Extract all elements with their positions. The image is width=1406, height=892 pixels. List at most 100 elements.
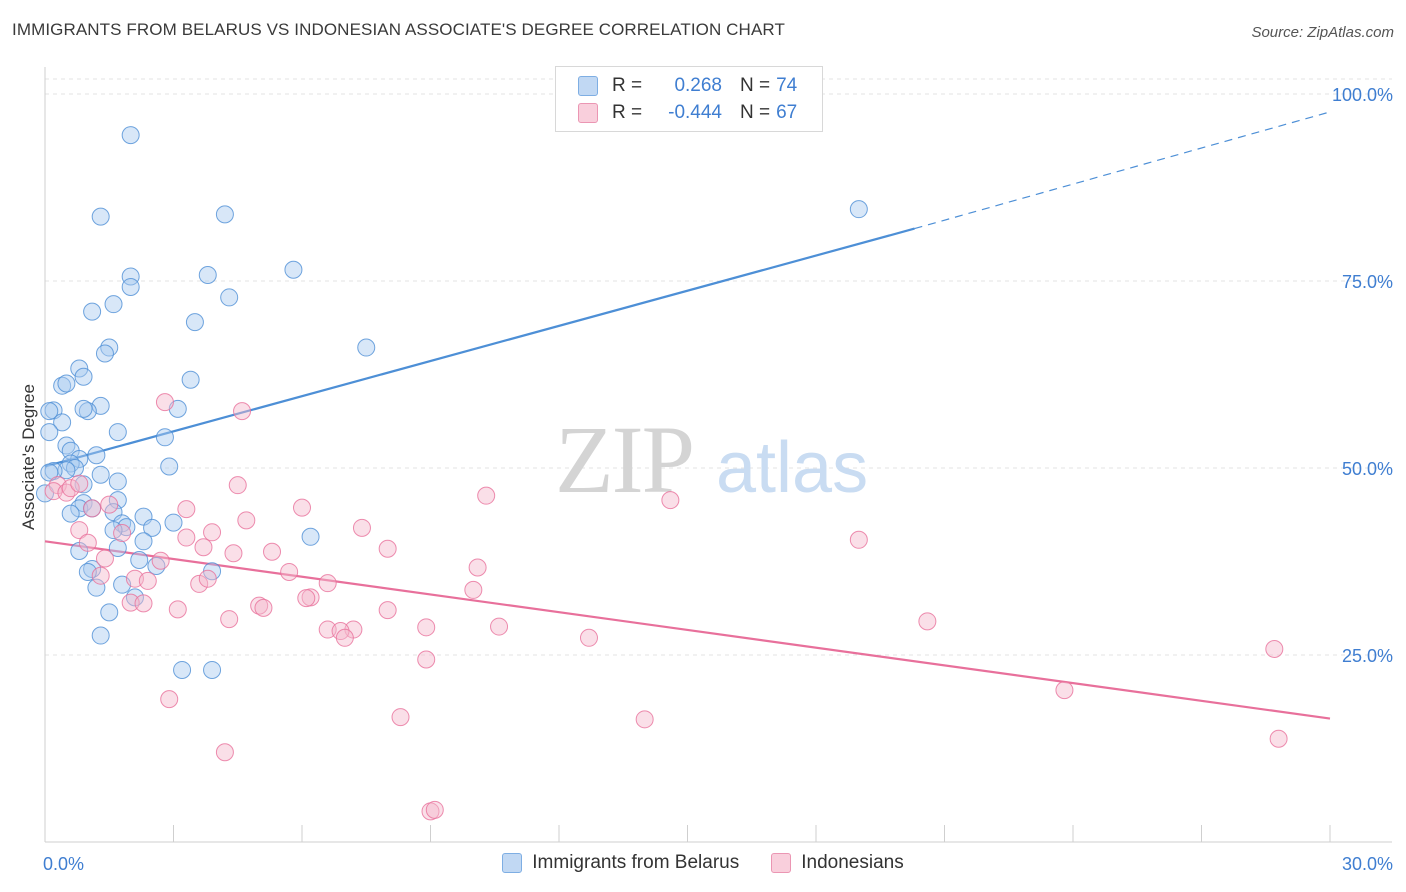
point-indonesians: [425, 800, 444, 819]
point-belarus: [181, 370, 200, 389]
point-indonesians: [138, 571, 157, 590]
point-indonesians: [280, 562, 299, 581]
legend-item-indonesians[interactable]: Indonesians: [771, 852, 904, 874]
point-belarus: [95, 344, 114, 363]
point-belarus: [100, 603, 119, 622]
point-indonesians: [297, 589, 316, 608]
point-belarus: [40, 423, 59, 442]
point-indonesians: [378, 539, 397, 558]
point-indonesians: [293, 498, 311, 517]
point-belarus: [849, 200, 868, 219]
point-indonesians: [490, 617, 509, 636]
point-indonesians: [352, 518, 371, 537]
point-indonesians: [190, 574, 209, 593]
point-belarus: [134, 532, 153, 551]
point-belarus: [40, 402, 59, 421]
tick-labels: 25.0% 50.0% 75.0% 100.0% 0.0% 30.0%: [43, 85, 1393, 874]
point-belarus: [164, 513, 183, 532]
point-indonesians: [61, 479, 80, 498]
point-belarus: [87, 578, 106, 597]
point-belarus: [74, 399, 93, 418]
point-indonesians: [335, 628, 354, 647]
axes: [44, 67, 1392, 843]
point-belarus: [57, 374, 76, 393]
legend-swatch-pink: [578, 103, 598, 123]
point-indonesians: [220, 610, 239, 629]
point-belarus: [198, 265, 217, 284]
point-indonesians: [1265, 640, 1284, 659]
point-indonesians: [194, 538, 213, 557]
point-indonesians: [228, 476, 247, 495]
point-indonesians: [198, 569, 217, 588]
legend-row-indonesians: R = -0.444 N = 67: [578, 100, 797, 126]
legend-swatch-pink: [771, 853, 792, 873]
point-belarus: [143, 518, 162, 537]
point-indonesians: [661, 491, 680, 510]
point-indonesians: [100, 495, 119, 514]
y-tick-label: 25.0%: [1342, 646, 1393, 666]
point-indonesians: [151, 551, 170, 570]
legend-item-belarus[interactable]: Immigrants from Belarus: [502, 852, 739, 874]
point-belarus: [160, 457, 179, 476]
point-belarus: [203, 660, 222, 679]
point-indonesians: [215, 743, 234, 762]
point-belarus: [104, 295, 123, 314]
point-belarus: [215, 205, 234, 224]
point-indonesians: [849, 530, 868, 549]
point-indonesians: [468, 558, 487, 577]
y-tick-label: 50.0%: [1342, 459, 1393, 479]
point-belarus: [74, 367, 93, 386]
point-indonesians: [44, 482, 63, 501]
point-indonesians: [177, 500, 196, 519]
source-label: Source: ZipAtlas.com: [1251, 24, 1394, 41]
point-indonesians: [83, 499, 102, 518]
legend-r-label: R =: [612, 75, 643, 96]
trend-lines: [44, 111, 1331, 720]
point-belarus: [301, 527, 320, 546]
legend-r-value: -0.444: [668, 102, 722, 123]
trend-line-belarus: [44, 227, 915, 468]
watermark: ZIP atlas: [555, 406, 868, 513]
y-tick-label: 75.0%: [1342, 272, 1393, 292]
chart-title: IMMIGRANTS FROM BELARUS VS INDONESIAN AS…: [12, 20, 785, 39]
point-indonesians: [579, 628, 598, 647]
point-belarus: [108, 491, 127, 510]
point-indonesians: [203, 523, 222, 542]
point-belarus: [87, 446, 106, 465]
point-indonesians: [263, 542, 282, 561]
point-indonesians: [1055, 681, 1074, 700]
legend-n-value: 74: [776, 75, 798, 96]
legend-swatch-blue: [578, 76, 598, 96]
point-indonesians: [635, 710, 654, 729]
x-tick-label: 0.0%: [43, 854, 84, 874]
point-belarus: [91, 207, 110, 226]
point-indonesians: [318, 620, 337, 639]
data-points: [36, 126, 1288, 821]
point-indonesians: [134, 594, 153, 613]
point-belarus: [185, 313, 204, 332]
point-belarus: [70, 450, 89, 469]
point-belarus: [91, 465, 110, 484]
point-indonesians: [121, 593, 140, 612]
point-belarus: [220, 288, 239, 307]
point-indonesians: [237, 511, 256, 530]
point-belarus: [70, 499, 89, 518]
point-indonesians: [160, 690, 179, 709]
point-indonesians: [113, 524, 132, 543]
legend-n-label: N =: [740, 102, 771, 123]
point-indonesians: [254, 598, 273, 617]
point-belarus: [83, 302, 102, 321]
point-indonesians: [378, 601, 397, 620]
point-indonesians: [477, 486, 496, 505]
point-belarus: [70, 359, 89, 378]
point-belarus: [108, 539, 127, 558]
point-indonesians: [168, 600, 187, 619]
point-indonesians: [417, 618, 436, 637]
point-indonesians: [78, 533, 97, 552]
point-belarus: [108, 423, 127, 442]
point-belarus: [53, 413, 72, 432]
point-indonesians: [91, 566, 110, 585]
point-belarus: [40, 463, 59, 482]
point-indonesians: [918, 612, 937, 631]
